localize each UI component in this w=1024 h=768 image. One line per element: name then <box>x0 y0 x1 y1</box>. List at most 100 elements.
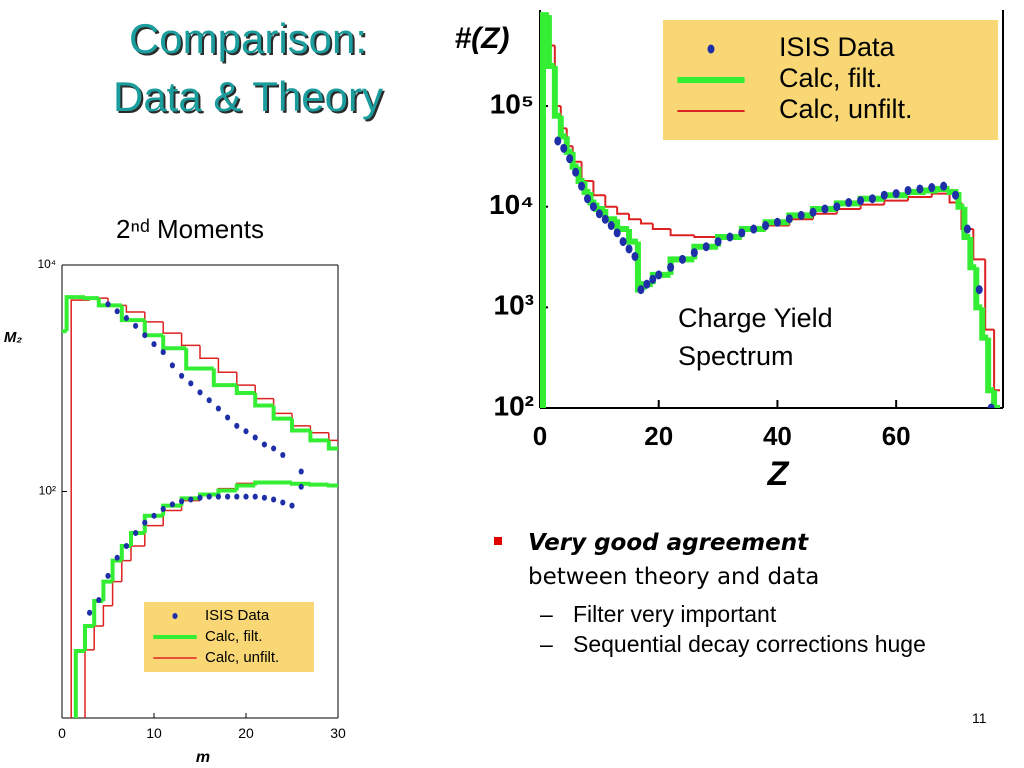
step <box>144 524 164 547</box>
step <box>93 625 104 650</box>
x-axis-label: m <box>196 749 210 766</box>
data-point <box>821 204 829 214</box>
data-point <box>637 285 645 295</box>
data-point <box>169 362 175 369</box>
step <box>545 15 555 69</box>
step <box>217 358 237 373</box>
data-point <box>963 224 971 234</box>
step <box>961 206 971 240</box>
step <box>101 579 113 601</box>
step <box>835 207 861 214</box>
step <box>972 229 986 261</box>
data-point <box>857 196 865 206</box>
data-point <box>726 232 734 242</box>
plot: 10² 10³ 10⁴ 10⁵ 0 20 40 60 Z #(Z) Charge Yield Spec… <box>455 10 1004 493</box>
step <box>271 405 292 421</box>
y-axis-label: M₂ <box>4 329 22 346</box>
data-point <box>702 242 710 252</box>
plot-area <box>540 12 1001 408</box>
data-point <box>678 254 686 264</box>
data-point <box>225 493 231 500</box>
data-point <box>188 380 194 387</box>
step <box>211 368 237 388</box>
step <box>575 166 585 185</box>
data-point <box>234 422 240 429</box>
step <box>83 296 99 301</box>
step <box>788 218 814 226</box>
data-point <box>114 554 120 561</box>
y-tick-label: 10² <box>494 390 534 421</box>
step <box>119 305 145 323</box>
data-point <box>234 493 240 500</box>
data-point <box>892 189 900 199</box>
data-point <box>114 308 120 315</box>
x-tick-label: 20 <box>238 725 254 741</box>
data-point <box>197 389 203 396</box>
data-point <box>280 499 286 506</box>
step <box>587 191 597 206</box>
step <box>144 311 164 323</box>
plot-area <box>62 295 338 718</box>
data-point <box>578 181 586 191</box>
step <box>563 136 573 155</box>
step <box>883 199 909 205</box>
y-tick-label: 10³ <box>494 290 534 321</box>
step <box>254 385 274 400</box>
data-point <box>151 512 157 519</box>
data-point <box>96 597 102 604</box>
step <box>581 181 591 195</box>
step <box>326 440 338 451</box>
data-point <box>773 217 781 227</box>
step <box>111 580 122 606</box>
y-tick-label: 10⁴ <box>489 189 534 220</box>
step <box>991 390 1001 408</box>
data-point <box>566 154 574 164</box>
data-point <box>738 228 746 238</box>
data-point <box>160 349 166 356</box>
step <box>216 488 237 495</box>
x-tick-label: 30 <box>330 725 346 741</box>
slide-title: Data & Theory <box>113 73 383 120</box>
step <box>291 413 311 427</box>
step <box>125 305 145 313</box>
step <box>236 372 256 386</box>
data-point <box>572 167 580 177</box>
step <box>967 236 977 271</box>
step <box>626 229 638 245</box>
step <box>569 151 579 170</box>
step <box>955 191 965 210</box>
data-point <box>868 194 876 204</box>
legend-label: ISIS Data <box>205 607 270 624</box>
data-point <box>105 572 111 579</box>
step <box>604 195 618 208</box>
data-point <box>261 441 267 448</box>
step <box>593 202 606 212</box>
data-point <box>252 434 258 441</box>
data-point <box>625 244 633 254</box>
step <box>62 329 67 334</box>
y-tick-label: 10⁵ <box>490 88 534 119</box>
step <box>859 203 885 209</box>
data-point <box>690 248 698 258</box>
step <box>592 181 606 197</box>
data-point <box>916 184 924 194</box>
data-point <box>880 190 888 200</box>
data-point <box>797 210 805 220</box>
data-point <box>142 519 148 526</box>
data-point <box>225 414 231 421</box>
legend: ISIS Data Calc, filt. Calc, unfilt. <box>144 602 314 672</box>
data-point <box>105 301 111 308</box>
step <box>162 321 182 334</box>
step <box>272 398 292 415</box>
annotation: Charge Yield <box>678 303 833 333</box>
bullet-text: between theory and data <box>528 564 820 590</box>
step <box>628 213 641 221</box>
data-point <box>179 498 185 505</box>
data-point <box>613 228 621 238</box>
y-tick-label: 10² <box>39 484 56 498</box>
step <box>253 393 274 408</box>
data-point <box>667 262 675 272</box>
step <box>984 259 995 331</box>
step <box>142 513 164 534</box>
